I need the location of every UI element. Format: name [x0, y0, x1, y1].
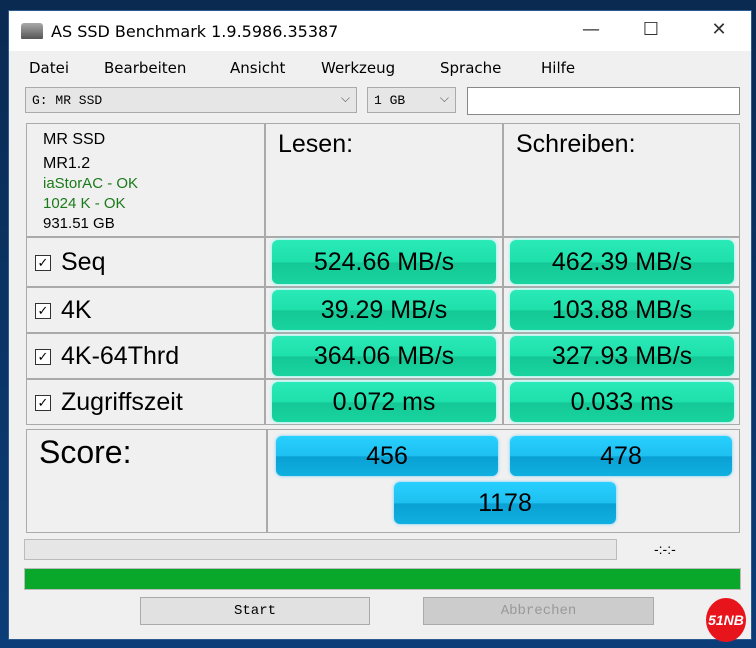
text-field[interactable] [467, 87, 740, 115]
drive-firmware: MR1.2 [43, 155, 91, 172]
row-label: 4K [61, 296, 92, 324]
write-value: 327.93 MB/s [510, 336, 734, 376]
read-value: 524.66 MB/s [272, 240, 496, 284]
menu-sprache[interactable]: Sprache [440, 59, 502, 77]
abort-button[interactable]: Abbrechen [423, 597, 654, 625]
read-cell: 524.66 MB/s [265, 237, 503, 287]
drive-select[interactable]: G: MR SSD ⌵ [25, 87, 357, 113]
read-cell: 364.06 MB/s [265, 333, 503, 379]
window-title: AS SSD Benchmark 1.9.5986.35387 [51, 22, 339, 41]
row-label-cell: ✓ Seq [26, 237, 265, 287]
row-3-checkbox[interactable]: ✓ Zugriffszeit [35, 388, 183, 417]
size-select[interactable]: 1 GB ⌵ [367, 87, 456, 113]
maximize-button[interactable]: ☐ [642, 19, 660, 40]
menu-ansicht[interactable]: Ansicht [230, 59, 286, 77]
alignment-status: 1024 K - OK [43, 195, 126, 212]
chevron-down-icon: ⌵ [340, 91, 350, 105]
drive-info-panel: MR SSD MR1.2 iaStorAC - OK 1024 K - OK 9… [26, 123, 265, 237]
drive-capacity: 931.51 GB [43, 215, 115, 232]
write-cell: 0.033 ms [503, 379, 740, 425]
status-fill [25, 569, 740, 589]
progress-bar [24, 539, 617, 560]
elapsed-time: -:-:- [654, 541, 676, 557]
menu-datei[interactable]: Datei [29, 59, 70, 77]
drive-name: MR SSD [43, 131, 106, 148]
row-1-checkbox[interactable]: ✓ 4K [35, 296, 92, 325]
row-2-checkbox[interactable]: ✓ 4K-64Thrd [35, 342, 179, 371]
start-button[interactable]: Start [140, 597, 370, 625]
row-label-cell: ✓ 4K-64Thrd [26, 333, 265, 379]
logo-51nb: 51NB [706, 598, 746, 642]
write-cell: 327.93 MB/s [503, 333, 740, 379]
read-value: 39.29 MB/s [272, 290, 496, 330]
drive-select-value: G: MR SSD [32, 93, 103, 108]
write-value: 462.39 MB/s [510, 240, 734, 284]
title-bar: AS SSD Benchmark 1.9.5986.35387 — ☐ ✕ [9, 11, 751, 51]
row-label: Zugriffszeit [61, 388, 183, 416]
checkbox-icon[interactable]: ✓ [35, 394, 51, 411]
app-window: AS SSD Benchmark 1.9.5986.35387 — ☐ ✕ Da… [8, 10, 752, 642]
menu-werkzeug[interactable]: Werkzeug [321, 59, 396, 77]
row-label-cell: ✓ Zugriffszeit [26, 379, 265, 425]
write-cell: 462.39 MB/s [503, 237, 740, 287]
score-read: 456 [276, 436, 498, 476]
checkbox-icon[interactable]: ✓ [35, 254, 51, 271]
read-value: 0.072 ms [272, 382, 496, 422]
minimize-button[interactable]: — [582, 19, 600, 40]
close-button[interactable]: ✕ [711, 19, 727, 40]
status-bar [24, 568, 741, 590]
row-0-checkbox[interactable]: ✓ Seq [35, 248, 105, 277]
write-header-cell: Schreiben: [503, 123, 740, 237]
score-label: Score: [39, 434, 132, 470]
row-label: Seq [61, 248, 106, 276]
write-value: 0.033 ms [510, 382, 734, 422]
driver-status: iaStorAC - OK [43, 175, 139, 192]
score-values-cell: 456 478 1178 [267, 429, 740, 533]
read-header: Lesen: [278, 130, 354, 158]
row-label-cell: ✓ 4K [26, 287, 265, 333]
checkbox-icon[interactable]: ✓ [35, 348, 51, 365]
size-select-value: 1 GB [374, 93, 406, 108]
menu-hilfe[interactable]: Hilfe [541, 59, 576, 77]
score-total: 1178 [394, 482, 616, 524]
score-write: 478 [510, 436, 732, 476]
chevron-down-icon: ⌵ [439, 91, 449, 105]
menu-bearbeiten[interactable]: Bearbeiten [104, 59, 187, 77]
read-cell: 39.29 MB/s [265, 287, 503, 333]
score-label-cell: Score: [26, 429, 267, 533]
read-header-cell: Lesen: [265, 123, 503, 237]
drive-icon [21, 23, 43, 39]
write-value: 103.88 MB/s [510, 290, 734, 330]
read-cell: 0.072 ms [265, 379, 503, 425]
read-value: 364.06 MB/s [272, 336, 496, 376]
checkbox-icon[interactable]: ✓ [35, 302, 51, 319]
write-cell: 103.88 MB/s [503, 287, 740, 333]
write-header: Schreiben: [516, 130, 636, 158]
row-label: 4K-64Thrd [61, 342, 180, 370]
